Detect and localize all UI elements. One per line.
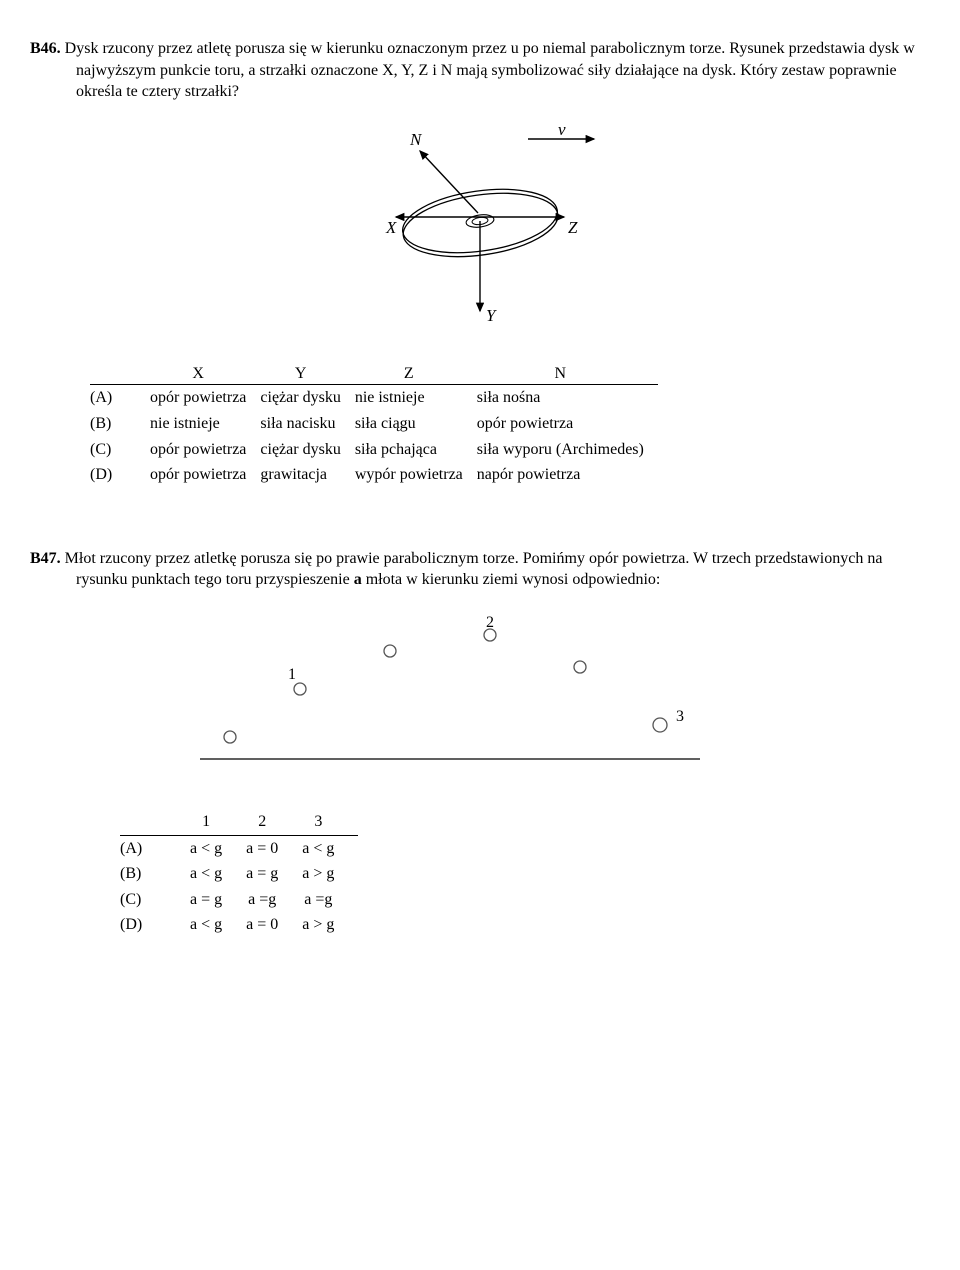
q47-options-table: 1 2 3 (A) a < g a = 0 a < g (B) a < g a … (120, 809, 358, 938)
q46-opt-b-z: siła ciągu (355, 411, 477, 437)
question-b47: B47. Młot rzucony przez atletkę porusza … (30, 548, 930, 938)
page: B46. Dysk rzucony przez atletę porusza s… (0, 0, 960, 1038)
fig47-label-1: 1 (288, 666, 296, 683)
q47-opt-c-2: a =g (246, 887, 302, 913)
q47-table-header: 1 2 3 (120, 809, 358, 835)
q46-opt-d-z: wypór powietrza (355, 462, 477, 488)
question-b46: B46. Dysk rzucony przez atletę porusza s… (30, 38, 930, 488)
q46-options-table: X Y Z N (A) opór powietrza ciężar dysku … (90, 361, 658, 488)
q47-prompt: B47. Młot rzucony przez atletkę porusza … (30, 548, 930, 591)
q46-opt-c-y: ciężar dysku (260, 437, 354, 463)
q47-figure: 1 2 3 (190, 609, 710, 779)
q46-opt-a-z: nie istnieje (355, 385, 477, 411)
q47-opt-c-label: (C) (120, 887, 190, 913)
q47-opt-c-1: a = g (190, 887, 246, 913)
q46-hdr-x: X (150, 361, 260, 385)
q47-opt-b-label: (B) (120, 861, 190, 887)
q47-hdr-3: 3 (302, 809, 358, 835)
q47-opt-d-2: a = 0 (246, 912, 302, 938)
q47-text2: młota w kierunku ziemi wynosi odpowiedni… (362, 571, 661, 588)
q46-opt-b-label: (B) (90, 411, 150, 437)
q47-opt-a-label: (A) (120, 835, 190, 861)
q46-opt-d-label: (D) (90, 462, 150, 488)
q47-row-a: (A) a < g a = 0 a < g (120, 835, 358, 861)
q46-table-header: X Y Z N (90, 361, 658, 385)
q46-opt-b-y: siła nacisku (260, 411, 354, 437)
fig47-label-3: 3 (676, 708, 684, 725)
fig-label-y: Y (486, 306, 497, 325)
q47-row-b: (B) a < g a = g a > g (120, 861, 358, 887)
q46-opt-a-x: opór powietrza (150, 385, 260, 411)
q46-opt-c-label: (C) (90, 437, 150, 463)
q46-prompt: B46. Dysk rzucony przez atletę porusza s… (30, 38, 930, 103)
q47-opt-d-1: a < g (190, 912, 246, 938)
q47-opt-b-1: a < g (190, 861, 246, 887)
q46-text: Dysk rzucony przez atletę porusza się w … (65, 40, 915, 100)
q47-opt-b-2: a = g (246, 861, 302, 887)
q47-opt-a-2: a = 0 (246, 835, 302, 861)
q46-row-a: (A) opór powietrza ciężar dysku nie istn… (90, 385, 658, 411)
q46-opt-d-x: opór powietrza (150, 462, 260, 488)
fig-label-x: X (385, 218, 397, 237)
q47-opt-b-3: a > g (302, 861, 358, 887)
q46-row-d: (D) opór powietrza grawitacja wypór powi… (90, 462, 658, 488)
q46-opt-d-n: napór powietrza (477, 462, 658, 488)
q47-opt-a-1: a < g (190, 835, 246, 861)
q47-hdr-2: 2 (246, 809, 302, 835)
q46-opt-a-label: (A) (90, 385, 150, 411)
q46-hdr-n: N (477, 361, 658, 385)
q47-opt-d-label: (D) (120, 912, 190, 938)
q47-row-d: (D) a < g a = 0 a > g (120, 912, 358, 938)
q47-bold-a: a (354, 571, 362, 588)
q46-row-c: (C) opór powietrza ciężar dysku siła pch… (90, 437, 658, 463)
q47-opt-d-3: a > g (302, 912, 358, 938)
fig47-label-2: 2 (486, 614, 494, 631)
q46-opt-a-y: ciężar dysku (260, 385, 354, 411)
fig-label-n: N (409, 130, 423, 149)
q46-opt-d-y: grawitacja (260, 462, 354, 488)
q46-opt-c-n: siła wyporu (Archimedes) (477, 437, 658, 463)
q46-opt-c-x: opór powietrza (150, 437, 260, 463)
q46-figure: N X Z Y v (350, 121, 610, 331)
q47-hdr-1: 1 (190, 809, 246, 835)
q47-opt-c-3: a =g (302, 887, 358, 913)
q46-opt-a-n: siła nośna (477, 385, 658, 411)
q46-hdr-y: Y (260, 361, 354, 385)
q46-label: B46. (30, 40, 61, 57)
q47-label: B47. (30, 550, 61, 567)
q46-opt-b-x: nie istnieje (150, 411, 260, 437)
q46-hdr-z: Z (355, 361, 477, 385)
fig-label-v: v (558, 121, 566, 139)
q47-row-c: (C) a = g a =g a =g (120, 887, 358, 913)
q47-opt-a-3: a < g (302, 835, 358, 861)
fig-label-z: Z (568, 218, 578, 237)
q46-opt-b-n: opór powietrza (477, 411, 658, 437)
q46-opt-c-z: siła pchająca (355, 437, 477, 463)
q46-row-b: (B) nie istnieje siła nacisku siła ciągu… (90, 411, 658, 437)
